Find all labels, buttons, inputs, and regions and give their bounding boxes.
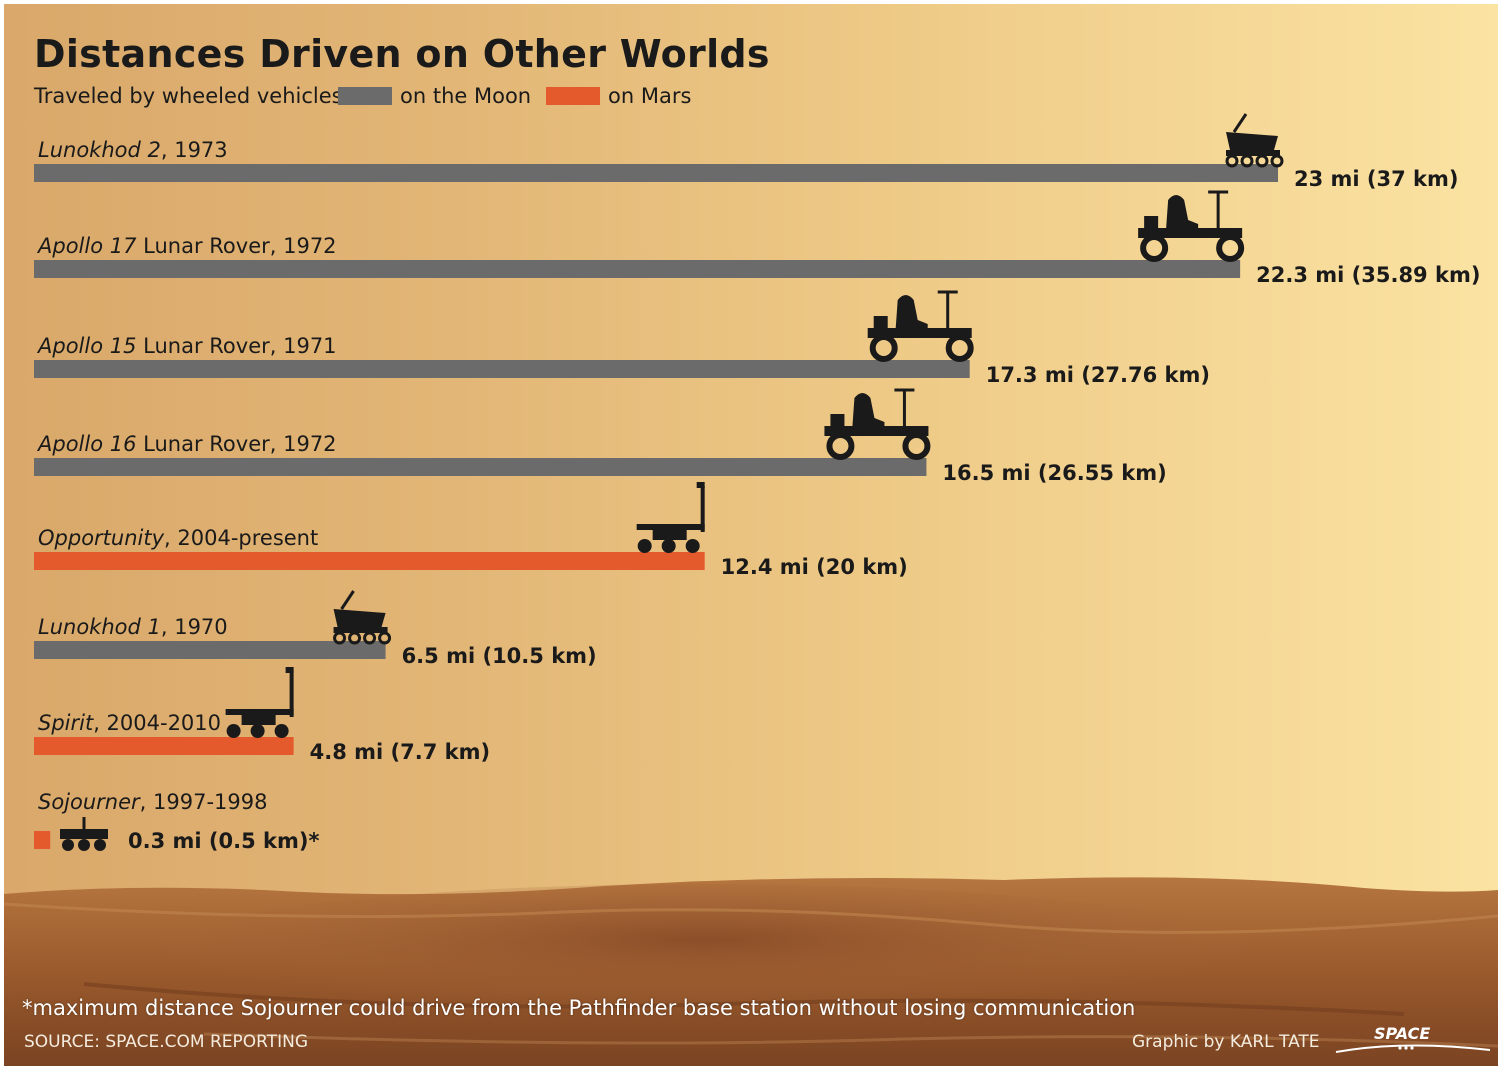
logo-swoosh-icon <box>1335 1044 1491 1053</box>
bar-apollo-17 <box>34 260 1241 278</box>
bar-lunokhod-2 <box>34 164 1278 182</box>
bar-label-5: Opportunity, 2004-present <box>38 526 318 550</box>
bar-group-5: Opportunity, 2004-present 12.4 mi (20 km) <box>34 482 908 579</box>
chart-title: Distances Driven on Other Worlds <box>34 32 770 76</box>
bar-group-6: Lunokhod 1, 1970 6.5 mi (10.5 km) <box>34 590 597 668</box>
bar-value-label-1: 23 mi (37 km) <box>1294 167 1459 191</box>
bar-label-3: Apollo 15 Lunar Rover, 1971 <box>36 334 337 358</box>
bar-sojourner <box>34 831 51 849</box>
legend-item-mars: on Mars <box>546 84 691 108</box>
bar-group-8: Sojourner, 1997-1998 0.3 mi (0.5 km)* <box>34 790 319 853</box>
bar-label-1: Lunokhod 2, 1973 <box>38 138 228 162</box>
bar-value-label-2: 22.3 mi (35.89 km) <box>1256 263 1480 287</box>
bar-value-label-3: 17.3 mi (27.76 km) <box>986 363 1210 387</box>
lunar-rover-icon <box>824 388 931 460</box>
bar-group-4: Apollo 16 Lunar Rover, 1972 16.5 mi (26.5… <box>34 388 1167 485</box>
bar-value-label-5: 12.4 mi (20 km) <box>721 555 908 579</box>
bar-label-7: Spirit, 2004-2010 <box>38 711 221 735</box>
footnote: *maximum distance Sojourner could drive … <box>22 996 1136 1020</box>
legend-item-moon: on the Moon <box>338 84 531 108</box>
source-line: SOURCE: SPACE.COM REPORTING <box>24 1032 308 1052</box>
legend-label-mars: on Mars <box>608 84 692 108</box>
infographic-frame: Distances Driven on Other Worlds Travele… <box>4 4 1498 1066</box>
space-logo: SPACE <box>1334 1022 1494 1058</box>
logo-text: SPACE <box>1374 1024 1431 1043</box>
mars-terrain-image <box>4 877 1498 1066</box>
bar-label-8: Sojourner, 1997-1998 <box>38 790 268 814</box>
bar-apollo-16 <box>34 458 927 476</box>
bar-apollo-15 <box>34 360 970 378</box>
graphic-credit: Graphic by KARL TATE <box>1132 1032 1320 1052</box>
lunokhod-rover-icon <box>1225 113 1284 168</box>
bar-lunokhod-1 <box>34 641 386 659</box>
legend-swatch-mars <box>546 87 600 105</box>
mars-rover-icon <box>636 482 705 553</box>
legend-swatch-moon <box>338 87 392 105</box>
bar-value-label-8: 0.3 mi (0.5 km)* <box>128 829 319 853</box>
sojourner-rover-icon <box>60 817 108 851</box>
lunar-rover-icon <box>1138 190 1245 262</box>
bar-label-4: Apollo 16 Lunar Rover, 1972 <box>36 432 337 456</box>
bar-spirit <box>34 737 294 755</box>
bar-value-label-4: 16.5 mi (26.55 km) <box>942 461 1166 485</box>
bar-group-3: Apollo 15 Lunar Rover, 1971 17.3 mi (27.7… <box>34 290 1210 387</box>
lunokhod-rover-icon <box>333 590 392 645</box>
bar-label-6: Lunokhod 1, 1970 <box>38 615 228 639</box>
legend-label-moon: on the Moon <box>400 84 532 108</box>
chart-subtitle: Traveled by wheeled vehicles <box>34 84 343 108</box>
bar-value-label-6: 6.5 mi (10.5 km) <box>402 644 597 668</box>
bar-group-2: Apollo 17 Lunar Rover, 1972 22.3 mi (35.8… <box>34 190 1480 287</box>
bar-value-label-7: 4.8 mi (7.7 km) <box>310 740 490 764</box>
mars-rover-icon <box>225 667 294 738</box>
bar-label-2: Apollo 17 Lunar Rover, 1972 <box>36 234 337 258</box>
lunar-rover-icon <box>867 290 974 362</box>
bar-group-1: Lunokhod 2, 1973 23 mi (37 km) <box>34 113 1459 191</box>
bar-group-7: Spirit, 2004-2010 4.8 mi (7.7 km) <box>34 667 490 764</box>
bar-opportunity <box>34 552 705 570</box>
